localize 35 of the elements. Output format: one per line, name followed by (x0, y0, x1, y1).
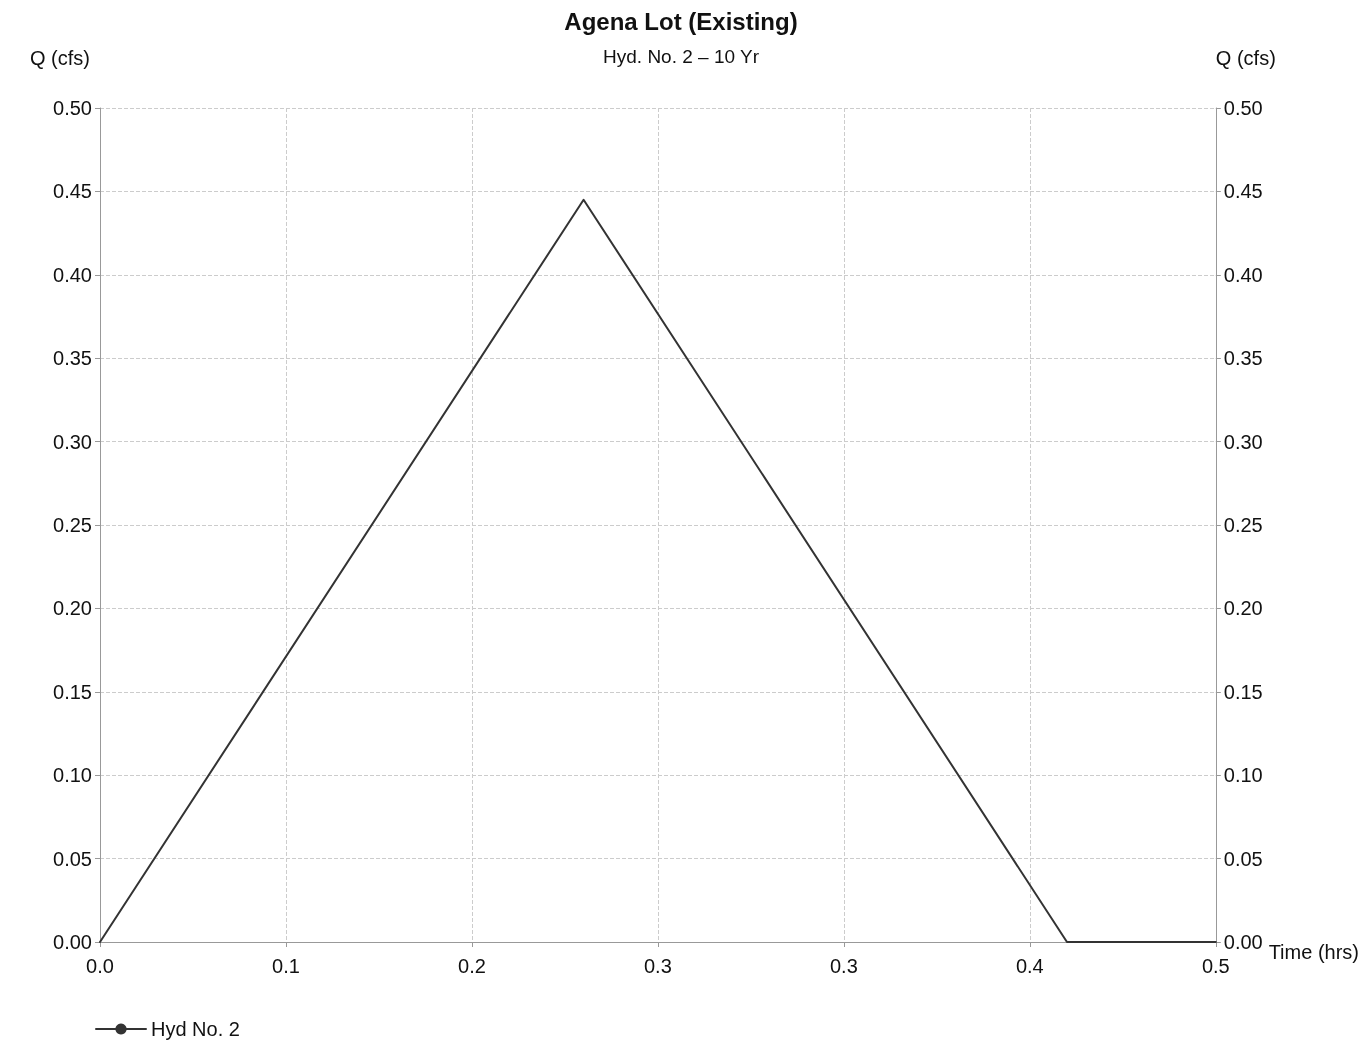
y-tick-label: 0.45 (53, 180, 92, 203)
y-tick-label: 0.20 (53, 597, 92, 620)
y-tick-label: 0.50 (53, 97, 92, 119)
y2-tick-label: 0.45 (1223, 180, 1263, 203)
x-tick-label: 0.3 (829, 955, 858, 977)
legend-label: Hyd No. 2 (151, 1018, 240, 1040)
y-tick-label: 0.40 (53, 263, 92, 286)
x-tick-label: 0.4 (1015, 955, 1044, 977)
chart-title: Agena Lot (Existing) (564, 7, 798, 35)
y2-tick-label: 0.15 (1223, 680, 1263, 703)
x-tick-label: 0.1 (272, 955, 300, 977)
x-tick-label: 0.5 (1201, 955, 1230, 977)
y-tick-label: 0.05 (53, 847, 92, 870)
y-tick-label: 0.15 (53, 680, 92, 703)
y2-tick-label: 0.25 (1223, 514, 1263, 536)
y2-tick-label: 0.35 (1223, 347, 1263, 370)
y2-tick-label: 0.50 (1223, 97, 1263, 119)
x-tick-label: 0.0 (86, 955, 114, 977)
y2-tick-label: 0.40 (1223, 263, 1263, 286)
y2-tick-label: 0.05 (1223, 847, 1263, 870)
chart-subtitle: Hyd. No. 2 – 10 Yr (603, 46, 760, 67)
y-tick-label: 0.25 (53, 514, 92, 536)
y2-tick-label: 0.00 (1223, 931, 1263, 953)
y-tick-label: 0.30 (53, 430, 92, 453)
y-axis-title: Q (cfs) (30, 47, 90, 69)
y2-tick-label: 0.30 (1223, 430, 1263, 453)
y-tick-label: 0.00 (53, 931, 92, 953)
y-tick-label: 0.35 (53, 347, 92, 370)
y2-tick-label: 0.10 (1223, 764, 1263, 787)
x-tick-label: 0.2 (458, 955, 486, 977)
x-tick-label: 0.3 (644, 955, 672, 977)
y-tick-label: 0.10 (53, 764, 92, 787)
y2-tick-label: 0.20 (1223, 597, 1263, 620)
x-axis-title: Time (hrs) (1268, 941, 1359, 963)
y2-axis-title: Q (cfs) (1215, 47, 1276, 69)
